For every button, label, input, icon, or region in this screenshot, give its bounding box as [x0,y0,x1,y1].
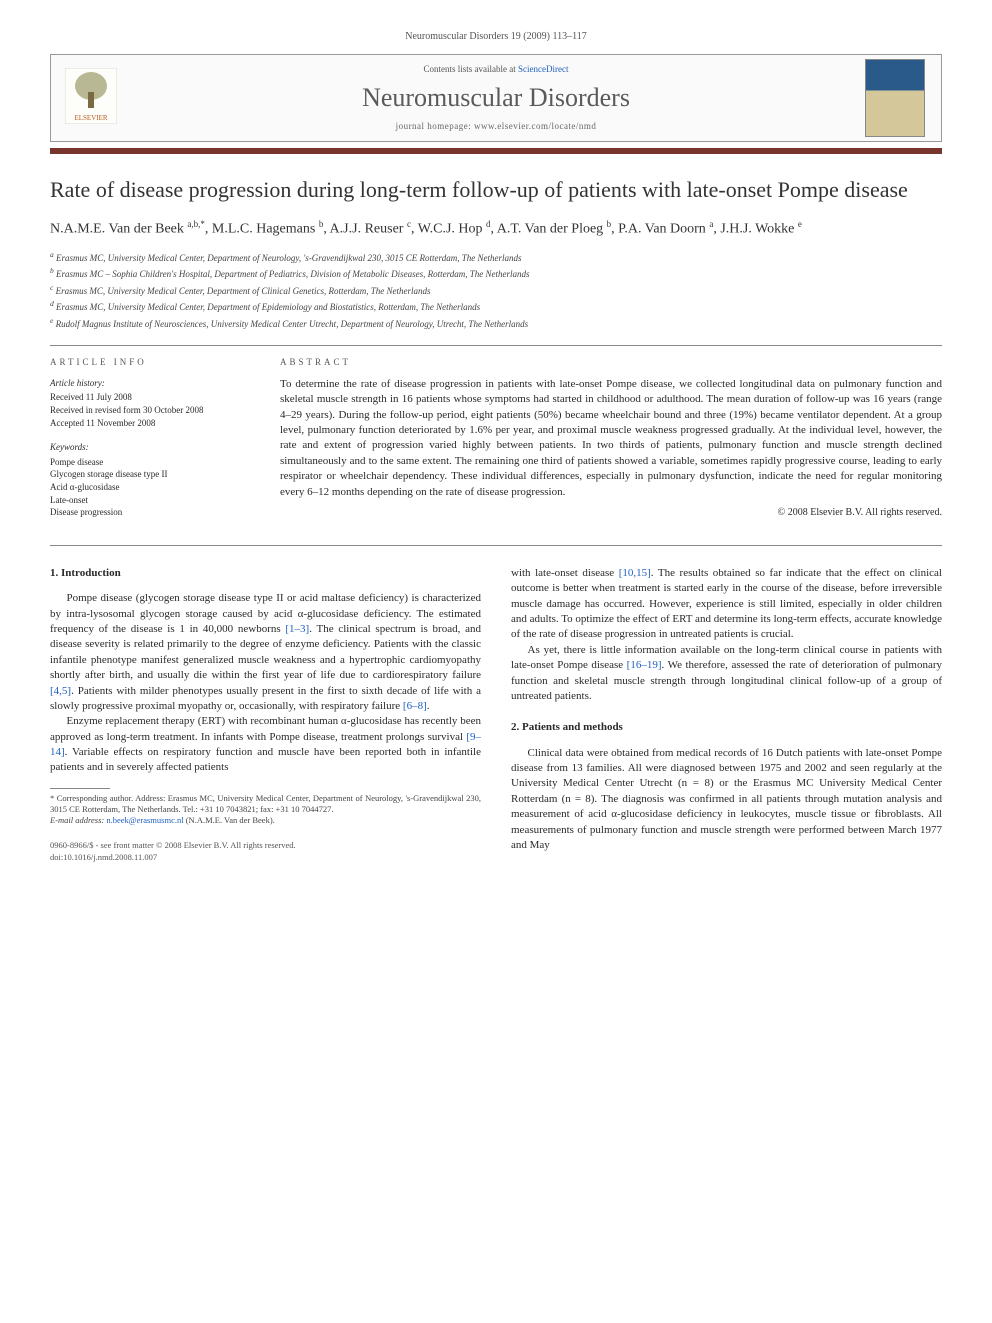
intro-para-2: Enzyme replacement therapy (ERT) with re… [50,714,481,776]
abstract-copyright: © 2008 Elsevier B.V. All rights reserved… [280,506,942,520]
history-line: Received 11 July 2008 [50,391,250,404]
article-history-block: Article history: Received 11 July 2008Re… [50,377,250,429]
journal-cover-thumbnail [865,59,925,137]
right-column: with late-onset disease [10,15]. The res… [511,566,942,864]
keywords-block: Keywords: Pompe diseaseGlycogen storage … [50,441,250,519]
abstract-heading: ABSTRACT [280,356,942,369]
corresponding-text: * Corresponding author. Address: Erasmus… [50,793,481,815]
journal-name: Neuromuscular Disorders [131,80,861,116]
email-line: E-mail address: n.beek@erasmusmc.nl (N.A… [50,815,481,826]
sciencedirect-link[interactable]: ScienceDirect [518,64,568,74]
journal-homepage-line: journal homepage: www.elsevier.com/locat… [131,120,861,133]
citation-link[interactable]: [4,5] [50,685,71,697]
publisher-info-bar: ELSEVIER Contents lists available at Sci… [50,54,942,142]
article-title: Rate of disease progression during long-… [50,176,942,204]
keyword-item: Pompe disease [50,456,250,469]
elsevier-tree-logo: ELSEVIER [65,68,117,124]
affiliation-item: c Erasmus MC, University Medical Center,… [50,282,942,299]
footnote-separator [50,788,110,789]
intro-para-4: As yet, there is little information avai… [511,643,942,705]
doi-text: doi:10.1016/j.nmd.2008.11.007 [50,852,481,864]
affiliation-item: d Erasmus MC, University Medical Center,… [50,298,942,315]
affiliation-list: a Erasmus MC, University Medical Center,… [50,249,942,332]
keywords-subheading: Keywords: [50,441,250,454]
running-header: Neuromuscular Disorders 19 (2009) 113–11… [50,30,942,44]
corresponding-author-footnote: * Corresponding author. Address: Erasmus… [50,793,481,826]
history-line: Received in revised form 30 October 2008 [50,404,250,417]
keyword-item: Disease progression [50,506,250,519]
article-page: Neuromuscular Disorders 19 (2009) 113–11… [0,0,992,894]
info-abstract-row: ARTICLE INFO Article history: Received 1… [50,356,942,531]
divider [50,545,942,546]
publisher-logo-cell: ELSEVIER [51,60,131,137]
abstract-text: To determine the rate of disease progres… [280,377,942,500]
keyword-item: Late-onset [50,494,250,507]
citation-link[interactable]: [6–8] [403,700,427,712]
author-list: N.A.M.E. Van der Beek a,b,*, M.L.C. Hage… [50,218,942,239]
methods-para-1: Clinical data were obtained from medical… [511,746,942,854]
email-suffix: (N.A.M.E. Van der Beek). [184,815,275,825]
intro-para-1: Pompe disease (glycogen storage disease … [50,591,481,714]
history-subheading: Article history: [50,377,250,390]
keyword-item: Glycogen storage disease type II [50,468,250,481]
author-email-link[interactable]: n.beek@erasmusmc.nl [106,815,183,825]
email-label: E-mail address: [50,815,106,825]
keyword-item: Acid α-glucosidase [50,481,250,494]
citation-link[interactable]: [1–3] [285,623,309,635]
affiliation-item: a Erasmus MC, University Medical Center,… [50,249,942,266]
homepage-url: www.elsevier.com/locate/nmd [474,121,596,131]
divider [50,345,942,346]
publisher-center: Contents lists available at ScienceDirec… [131,55,861,141]
section-2-heading: 2. Patients and methods [511,720,942,735]
left-column: 1. Introduction Pompe disease (glycogen … [50,566,481,864]
front-matter-line: 0960-8966/$ - see front matter © 2008 El… [50,840,481,852]
history-line: Accepted 11 November 2008 [50,417,250,430]
body-two-columns: 1. Introduction Pompe disease (glycogen … [50,566,942,864]
article-info-heading: ARTICLE INFO [50,356,250,369]
homepage-prefix: journal homepage: [396,121,474,131]
elsevier-text: ELSEVIER [74,114,107,122]
title-accent-bar [50,148,942,154]
abstract-panel: ABSTRACT To determine the rate of diseas… [280,356,942,531]
affiliation-item: b Erasmus MC – Sophia Children's Hospita… [50,265,942,282]
article-info-panel: ARTICLE INFO Article history: Received 1… [50,356,250,531]
doi-block: 0960-8966/$ - see front matter © 2008 El… [50,840,481,864]
contents-prefix: Contents lists available at [424,64,518,74]
intro-para-3: with late-onset disease [10,15]. The res… [511,566,942,643]
citation-link[interactable]: [10,15] [619,567,651,579]
journal-cover-cell [861,55,941,141]
section-1-heading: 1. Introduction [50,566,481,581]
affiliation-item: e Rudolf Magnus Institute of Neuroscienc… [50,315,942,332]
contents-available-line: Contents lists available at ScienceDirec… [131,63,861,76]
citation-link[interactable]: [16–19] [627,659,662,671]
